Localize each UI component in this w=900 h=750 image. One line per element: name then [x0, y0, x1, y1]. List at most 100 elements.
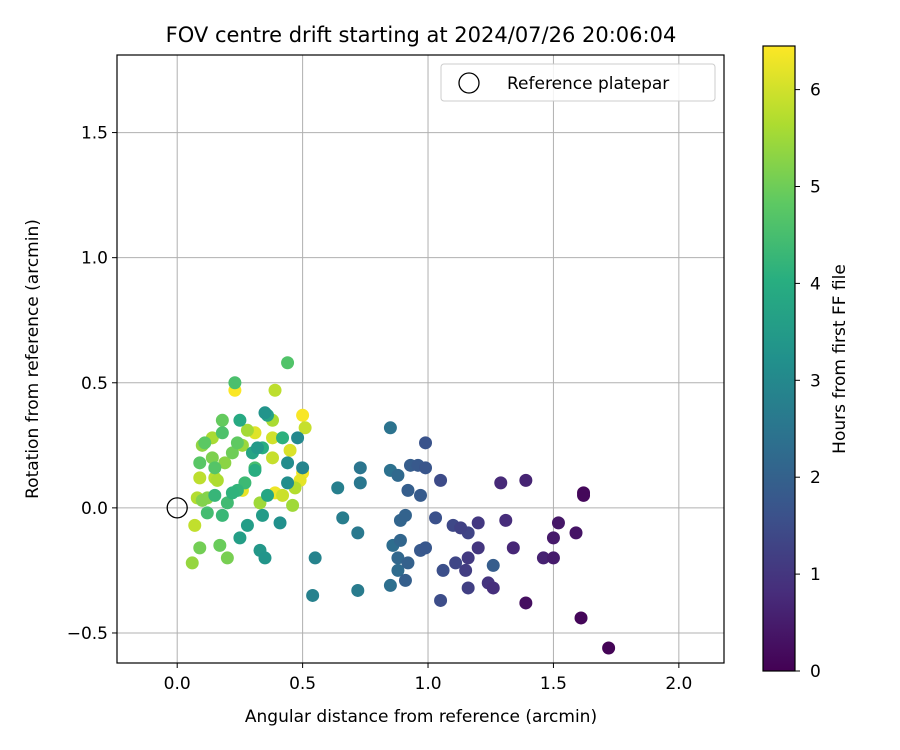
data-point [461, 551, 475, 565]
colorbar-tick-label: 5 [810, 178, 821, 198]
data-point [291, 431, 305, 445]
data-point [240, 423, 254, 437]
data-point [198, 436, 212, 450]
data-point [195, 493, 209, 507]
data-point [353, 476, 367, 490]
data-point [255, 508, 269, 522]
data-point [308, 551, 322, 565]
data-point [461, 581, 475, 595]
data-point [298, 421, 312, 435]
data-point [225, 486, 239, 500]
colorbar-tick-label: 1 [810, 565, 821, 585]
data-point [296, 408, 310, 422]
data-point [519, 596, 533, 610]
data-point [486, 581, 500, 595]
data-point [281, 456, 295, 470]
data-point [414, 488, 427, 502]
data-point [230, 436, 244, 450]
grid [117, 55, 724, 663]
data-point [434, 473, 448, 487]
data-point [398, 573, 412, 587]
data-point [266, 431, 280, 445]
data-point [602, 641, 616, 655]
data-point [383, 421, 397, 435]
data-point [569, 526, 583, 540]
data-point [494, 476, 508, 490]
data-point [281, 356, 295, 370]
data-point [200, 506, 214, 520]
data-point [258, 406, 272, 420]
data-point [281, 476, 295, 490]
data-point [220, 496, 234, 510]
y-tick-label: 0.0 [81, 499, 108, 519]
data-point [391, 551, 405, 565]
data-point [393, 533, 407, 547]
data-point [220, 551, 234, 565]
data-point [258, 551, 272, 565]
data-point [454, 521, 468, 535]
data-point [213, 538, 227, 552]
data-point [449, 556, 463, 570]
data-point [250, 441, 264, 455]
data-point [233, 413, 247, 427]
colorbar-tick-label: 4 [810, 274, 821, 294]
legend-reference-marker [458, 72, 480, 94]
data-point [283, 443, 297, 457]
colorbar-label: Hours from first FF file [830, 264, 850, 454]
data-point [233, 531, 247, 545]
data-point [383, 578, 397, 592]
data-point [351, 583, 365, 597]
data-point [210, 473, 224, 487]
data-point [205, 451, 219, 465]
data-point [536, 551, 550, 565]
data-point [429, 511, 443, 525]
data-point [401, 556, 415, 570]
colorbar-gradient [762, 45, 796, 672]
colorbar-tick-label: 3 [810, 371, 821, 391]
y-tick-label: 0.5 [81, 374, 108, 394]
data-point [577, 486, 591, 500]
data-point [193, 456, 207, 470]
colorbar: 0 1 2 3 4 5 6 Hours from first FF file [762, 45, 850, 682]
data-point [351, 526, 365, 540]
y-axis-label: Rotation from reference (arcmin) [23, 219, 43, 499]
x-axis: 0.0 0.5 1.0 1.5 2.0 [164, 663, 692, 694]
x-tick-label: 0.5 [289, 674, 316, 694]
colorbar-tick-label: 0 [810, 662, 821, 682]
data-point [208, 461, 222, 475]
y-tick-label: −0.5 [67, 624, 108, 644]
x-tick-label: 2.0 [665, 674, 692, 694]
colorbar-tick-label: 2 [810, 468, 821, 488]
legend-label: Reference platepar [507, 74, 669, 94]
data-point [188, 518, 202, 532]
data-point [506, 541, 520, 555]
data-point [471, 516, 485, 530]
chart-title: FOV centre drift starting at 2024/07/26 … [166, 23, 677, 47]
data-point [459, 563, 473, 577]
plot-frame [116, 54, 725, 664]
data-point [218, 456, 232, 470]
x-axis-label: Angular distance from reference (arcmin) [245, 707, 597, 727]
data-point [185, 556, 199, 570]
data-point [215, 508, 229, 522]
data-point [398, 508, 412, 522]
data-point [419, 461, 433, 475]
data-point [391, 468, 405, 482]
data-points [185, 356, 616, 655]
data-point [419, 436, 433, 450]
data-point [193, 541, 207, 555]
colorbar-ticks: 0 1 2 3 4 5 6 [795, 81, 821, 682]
data-point [306, 588, 320, 602]
data-point [499, 513, 513, 527]
data-point [434, 593, 448, 607]
data-point [208, 488, 222, 502]
data-point [336, 511, 350, 525]
data-point [419, 541, 433, 555]
data-point [486, 558, 500, 572]
x-tick-label: 0.0 [164, 674, 191, 694]
data-point [240, 518, 254, 532]
data-point [519, 473, 533, 487]
data-point [268, 383, 282, 397]
data-point [228, 376, 242, 390]
